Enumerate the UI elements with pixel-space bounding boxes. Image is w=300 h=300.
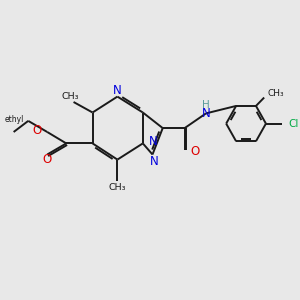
- Text: O: O: [43, 153, 52, 167]
- Text: CH₃: CH₃: [267, 89, 284, 98]
- Text: O: O: [190, 145, 199, 158]
- Text: Cl: Cl: [288, 118, 299, 129]
- Text: N: N: [202, 107, 210, 120]
- Text: CH₃: CH₃: [62, 92, 80, 101]
- Text: ethyl: ethyl: [4, 115, 24, 124]
- Text: H: H: [202, 100, 210, 110]
- Text: O: O: [33, 124, 42, 137]
- Text: N: N: [150, 154, 158, 168]
- Text: N: N: [149, 135, 158, 148]
- Text: CH₃: CH₃: [109, 183, 126, 192]
- Text: N: N: [113, 83, 122, 97]
